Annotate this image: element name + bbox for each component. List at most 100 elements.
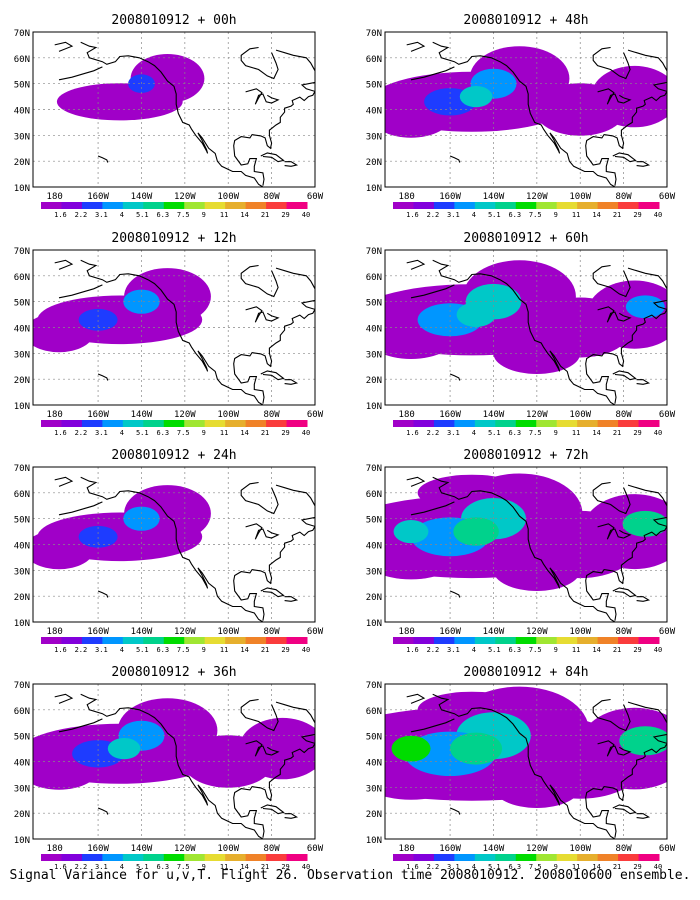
y-tick-label: 60N: [366, 490, 382, 500]
colorbar-label: 9: [202, 646, 206, 654]
x-tick-label: 100W: [217, 410, 239, 420]
coastline: [449, 590, 461, 598]
x-tick-label: 60W: [659, 192, 676, 202]
colorbar-swatch: [163, 637, 185, 644]
y-tick-label: 30N: [14, 784, 30, 794]
colorbar-swatch: [245, 202, 267, 209]
y-tick-label: 50N: [366, 299, 382, 309]
colorbar-label: 4: [120, 211, 124, 219]
colorbar-label: 6.3: [508, 646, 521, 654]
colorbar-label: 2.2: [75, 211, 88, 219]
map-frame: [384, 683, 668, 840]
colorbar-swatch: [245, 637, 267, 644]
signal-field: [385, 684, 667, 839]
coastline: [612, 152, 637, 163]
colorbar-label: 1.6: [406, 863, 419, 871]
colorbar-label: 14: [592, 211, 600, 219]
colorbar-swatch: [61, 637, 83, 644]
colorbar-label: 29: [633, 646, 641, 654]
colorbar-label: 7.5: [529, 646, 542, 654]
colorbar-swatch: [454, 420, 476, 427]
map-panel: 2008010912 + 00h 10N 20N 30N 40N 50N 60N 70N 180…: [14, 13, 324, 219]
coastline: [406, 259, 426, 270]
x-tick-label: 180: [47, 410, 63, 420]
colorbar-swatch: [556, 202, 578, 209]
x-tick-label: 80W: [615, 410, 632, 420]
y-tick-label: 70N: [14, 247, 30, 257]
colorbar-swatch: [515, 637, 537, 644]
y-tick-label: 70N: [366, 681, 382, 691]
colorbar-label: 6.3: [156, 646, 169, 654]
colorbar-swatch: [393, 637, 414, 644]
coastline: [275, 484, 315, 507]
colorbar-swatch: [536, 420, 558, 427]
colorbar-label: 5.1: [136, 863, 149, 871]
colorbar-swatch: [495, 420, 517, 427]
colorbar-label: 21: [613, 863, 621, 871]
colorbar-label: 2.2: [427, 211, 440, 219]
coastline: [240, 264, 279, 298]
colorbar-swatch: [122, 420, 144, 427]
y-tick-label: 70N: [14, 29, 30, 39]
colorbar-label: 9: [554, 429, 558, 437]
y-tick-label: 10N: [366, 836, 382, 846]
colorbar-swatch: [556, 420, 578, 427]
coastline: [245, 740, 280, 757]
y-tick-label: 70N: [366, 247, 382, 257]
colorbar-label: 4: [472, 863, 476, 871]
signal-field: [385, 32, 667, 187]
colorbar-label: 7.5: [177, 429, 190, 437]
colorbar-label: 29: [633, 863, 641, 871]
colorbar-swatch: [638, 854, 660, 861]
x-tick-label: 160W: [439, 627, 461, 637]
map-frame: [32, 683, 316, 840]
colorbar-swatch: [393, 202, 414, 209]
colorbar-swatch: [454, 637, 476, 644]
colorbar-swatch: [122, 854, 144, 861]
colorbar-swatch: [433, 637, 455, 644]
panel-title: 2008010912 + 84h: [463, 665, 588, 680]
colorbar-label: 14: [592, 863, 600, 871]
y-tick-label: 20N: [14, 593, 30, 603]
coastline: [432, 476, 616, 622]
colorbar-label: 4: [472, 429, 476, 437]
colorbar-swatch: [474, 420, 496, 427]
colorbar-label: 6.3: [156, 863, 169, 871]
coastline: [233, 733, 315, 838]
colorbar-swatch: [454, 854, 476, 861]
map-panel: 2008010912 + 36h 10N 20N 30N 40N 50N 60N 70N 180…: [14, 665, 324, 871]
signal-contour: [78, 525, 118, 548]
map-panel: 2008010912 + 60h 10N 20N 30N 40N 50N 60N 70N 180…: [366, 231, 676, 437]
colorbar-swatch: [618, 202, 640, 209]
colorbar-label: 1.6: [54, 211, 67, 219]
colorbar-swatch: [495, 854, 517, 861]
colorbar-swatch: [81, 854, 103, 861]
colorbar-label: 40: [654, 863, 662, 871]
coastline: [97, 373, 109, 381]
coastline: [284, 161, 299, 167]
x-tick-label: 140W: [483, 627, 505, 637]
colorbar-swatch: [184, 420, 206, 427]
colorbar-label: 6.3: [508, 863, 521, 871]
coastline: [597, 306, 632, 323]
y-tick-label: 40N: [366, 542, 382, 552]
y-tick-label: 50N: [366, 733, 382, 743]
colorbar-label: 29: [281, 646, 289, 654]
coastline: [54, 259, 74, 270]
colorbar-swatch: [225, 202, 247, 209]
colorbar-label: 6.3: [156, 211, 169, 219]
colorbar-swatch: [204, 854, 226, 861]
coastline: [410, 284, 455, 299]
colorbar-swatch: [577, 854, 599, 861]
colorbar-label: 4: [120, 646, 124, 654]
x-tick-label: 140W: [131, 410, 153, 420]
x-tick-label: 160W: [87, 844, 109, 854]
y-tick-label: 60N: [14, 707, 30, 717]
colorbar-swatch: [266, 420, 288, 427]
colorbar-swatch: [184, 854, 206, 861]
coastline: [245, 306, 280, 323]
signal-field: [33, 32, 315, 187]
y-tick-label: 20N: [366, 810, 382, 820]
colorbar-label: 9: [554, 646, 558, 654]
colorbar-label: 3.1: [447, 429, 460, 437]
